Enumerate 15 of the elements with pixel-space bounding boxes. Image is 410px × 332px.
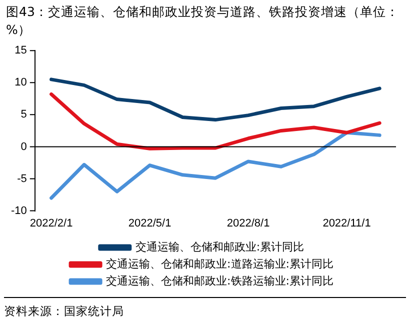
text: 资料来源：国家统计局 <box>4 297 406 319</box>
x-tick-label: 2022/5/1 <box>128 217 172 230</box>
y-tick-label: -5 <box>17 172 27 185</box>
legend-label: 交通运输、仓储和邮政业:铁路运输业:累计同比 <box>106 274 334 288</box>
x-tick-label: 2022/8/1 <box>226 217 270 230</box>
y-tick-label: 0 <box>20 140 27 153</box>
legend-label: 交通运输、仓储和邮政业:道路运输业:累计同比 <box>106 257 334 270</box>
x-tick-label: 2022/2/1 <box>30 217 73 230</box>
y-tick-label: -10 <box>10 204 27 217</box>
legend-label: 交通运输、仓储和邮政业:累计同比 <box>135 240 304 254</box>
y-tick-label: 15 <box>14 44 27 57</box>
chart-title: 图43：交通运输、仓储和邮政业投资与道路、铁路投资增速（单位：%） <box>5 3 400 39</box>
x-tick-label: 2022/11/1 <box>322 217 371 230</box>
y-tick-label: 10 <box>14 76 27 89</box>
y-tick-label: 5 <box>20 108 27 121</box>
